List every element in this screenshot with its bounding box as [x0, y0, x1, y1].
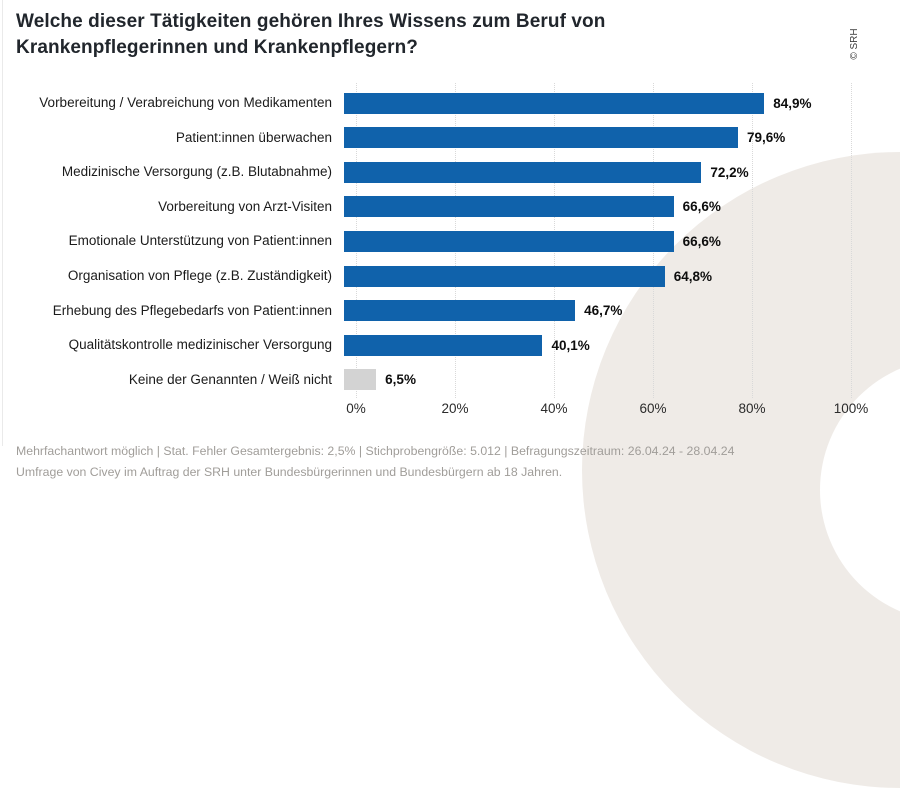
bar-value: 6,5%: [385, 372, 416, 388]
left-edge-divider: [2, 0, 3, 446]
bar-value: 79,6%: [747, 130, 786, 146]
footer-line-source: Umfrage von Civey im Auftrag der SRH unt…: [16, 465, 563, 479]
x-tick-label: 20%: [441, 401, 469, 416]
bar-value: 84,9%: [773, 95, 812, 111]
footer-line-methodology: Mehrfachantwort möglich | Stat. Fehler G…: [16, 444, 735, 458]
x-tick-label: 80%: [738, 401, 766, 416]
gridline-100: [851, 83, 852, 398]
x-tick-label: 40%: [540, 401, 568, 416]
bar: [344, 230, 674, 252]
bar-label: Patient:innen überwachen: [175, 129, 332, 145]
chart-row: Medizinische Versorgung (z.B. Blutabnahm…: [0, 155, 749, 189]
bar-value: 40,1%: [551, 337, 590, 353]
bar-label: Organisation von Pflege (z.B. Zuständigk…: [67, 268, 332, 283]
bar: [344, 334, 543, 356]
chart-title: Welche dieser Tätigkeiten gehören Ihres …: [16, 11, 606, 58]
bar-label: Erhebung des Pflegebedarfs von Patient:i…: [52, 302, 332, 318]
chart-row: Erhebung des Pflegebedarfs von Patient:i…: [0, 294, 622, 328]
x-tick-label: 100%: [833, 401, 869, 416]
x-tick-label: 0%: [346, 401, 366, 416]
bar: [344, 300, 576, 322]
bar: [344, 161, 702, 183]
chart-row: Emotionale Unterstützung von Patient:inn…: [0, 224, 721, 258]
chart-row: Organisation von Pflege (z.B. Zuständigk…: [0, 259, 712, 293]
chart-row: Keine der Genannten / Weiß nicht 6,5%: [0, 363, 416, 397]
x-tick-label: 60%: [639, 401, 667, 416]
bar-value: 64,8%: [673, 268, 713, 284]
bar-value: 66,6%: [682, 199, 721, 215]
bar: [344, 92, 765, 114]
bar: [344, 265, 665, 287]
bar-label: Emotionale Unterstützung von Patient:inn…: [68, 233, 332, 249]
bar-label: Vorbereitung / Verabreichung von Medikam…: [39, 95, 332, 110]
chart-row: Patient:innen überwachen 79,6%: [0, 121, 785, 155]
bar-value: 72,2%: [710, 164, 749, 180]
chart-row: Qualitätskontrolle medizinischer Versorg…: [0, 328, 590, 362]
bar-value: 46,7%: [584, 303, 623, 319]
footer-note: Mehrfachantwort möglich | Stat. Fehler G…: [16, 441, 734, 483]
bar: [344, 127, 739, 149]
chart-row: Vorbereitung / Verabreichung von Medikam…: [0, 86, 812, 120]
bar-label: Qualitätskontrolle medizinischer Versorg…: [68, 337, 332, 353]
bar-value: 66,6%: [682, 233, 721, 249]
bar: [344, 369, 377, 391]
chart-row: Vorbereitung von Arzt-Visiten 66,6%: [0, 190, 721, 224]
bar-label: Keine der Genannten / Weiß nicht: [128, 371, 332, 387]
bar-label: Medizinische Versorgung (z.B. Blutabnahm…: [61, 164, 332, 180]
gridline-80: [752, 83, 753, 398]
copyright-watermark: © SRH: [849, 28, 860, 60]
bar: [344, 196, 674, 218]
bar-label: Vorbereitung von Arzt-Visiten: [158, 198, 332, 214]
